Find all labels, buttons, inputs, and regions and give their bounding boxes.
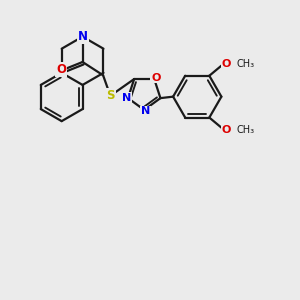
Text: N: N bbox=[141, 106, 150, 116]
Text: O: O bbox=[221, 59, 231, 69]
Text: N: N bbox=[122, 93, 131, 103]
Text: S: S bbox=[106, 89, 115, 102]
Text: N: N bbox=[78, 30, 88, 43]
Text: O: O bbox=[221, 124, 231, 135]
Text: O: O bbox=[56, 63, 66, 76]
Text: CH₃: CH₃ bbox=[236, 124, 254, 135]
Text: O: O bbox=[151, 73, 160, 82]
Text: CH₃: CH₃ bbox=[236, 59, 254, 69]
